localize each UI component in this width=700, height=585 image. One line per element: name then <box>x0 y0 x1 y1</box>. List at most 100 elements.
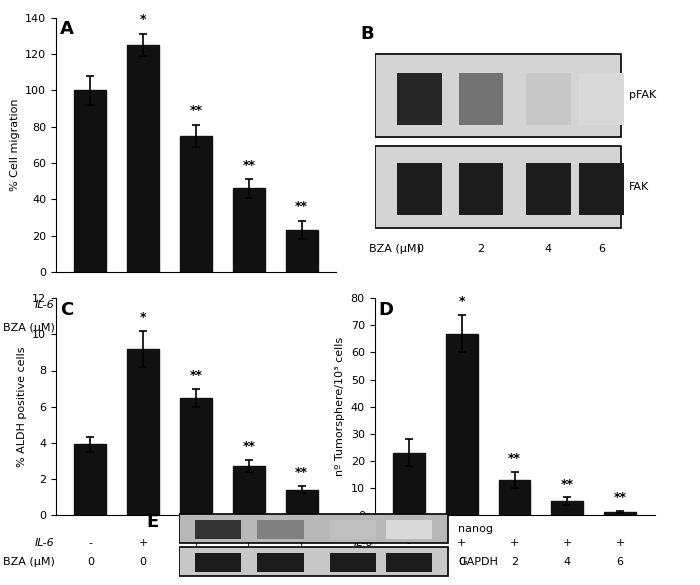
Text: *: * <box>140 13 146 26</box>
Bar <box>286 230 318 272</box>
Text: **: ** <box>242 159 256 171</box>
Text: **: ** <box>295 466 308 480</box>
Text: 0: 0 <box>140 323 147 333</box>
Text: pFAK: pFAK <box>629 91 657 101</box>
Bar <box>397 73 442 125</box>
Text: +: + <box>510 538 519 548</box>
Bar <box>579 163 624 215</box>
Bar <box>195 553 241 572</box>
Text: *: * <box>140 311 146 324</box>
Text: BZA (μM): BZA (μM) <box>369 244 421 254</box>
Text: -: - <box>88 300 92 310</box>
Bar <box>374 146 621 228</box>
Bar <box>180 398 212 515</box>
Bar <box>286 490 318 515</box>
Y-axis label: % Cell migration: % Cell migration <box>10 98 20 191</box>
Text: **: ** <box>508 452 521 465</box>
Bar <box>127 45 159 272</box>
Text: +: + <box>244 538 253 548</box>
Text: BZA (μM): BZA (μM) <box>3 323 55 333</box>
Bar <box>74 90 106 272</box>
Text: A: A <box>60 20 74 38</box>
Text: **: ** <box>614 491 626 504</box>
Bar <box>74 445 106 515</box>
Text: +: + <box>457 538 466 548</box>
Text: C: C <box>60 301 73 318</box>
Text: **: ** <box>295 201 308 214</box>
Text: -: - <box>88 538 92 548</box>
Bar <box>330 553 376 572</box>
Bar <box>397 163 442 215</box>
Text: +: + <box>244 300 253 310</box>
Text: IL-6: IL-6 <box>35 300 55 310</box>
Text: 6: 6 <box>298 558 305 567</box>
Bar <box>386 553 432 572</box>
Text: B: B <box>360 25 374 43</box>
Text: GAPDH: GAPDH <box>458 557 498 567</box>
Text: 4: 4 <box>545 244 552 254</box>
Y-axis label: nº Tumorsphere/10³ cells: nº Tumorsphere/10³ cells <box>335 337 345 476</box>
Text: nanog: nanog <box>458 524 493 534</box>
Text: IL-6: IL-6 <box>354 538 373 548</box>
Bar <box>374 54 621 137</box>
Text: 0: 0 <box>416 244 423 254</box>
Text: +: + <box>297 300 307 310</box>
Bar <box>127 349 159 515</box>
Bar <box>386 520 432 539</box>
Bar <box>498 480 531 515</box>
Bar <box>195 520 241 539</box>
Bar <box>393 453 425 515</box>
Text: 2: 2 <box>511 558 518 567</box>
Text: +: + <box>191 538 201 548</box>
Text: BZA (μM): BZA (μM) <box>321 558 373 567</box>
Bar <box>180 136 212 272</box>
Bar <box>330 520 376 539</box>
Text: **: ** <box>561 478 574 491</box>
Text: 0: 0 <box>405 558 412 567</box>
Bar <box>258 520 304 539</box>
Text: 0: 0 <box>87 558 94 567</box>
Bar <box>526 163 570 215</box>
Text: -: - <box>407 538 411 548</box>
Bar <box>178 514 448 543</box>
Text: +: + <box>191 300 201 310</box>
Text: 4: 4 <box>564 558 571 567</box>
Text: 2: 2 <box>477 244 484 254</box>
Bar <box>233 466 265 515</box>
Text: D: D <box>378 301 393 318</box>
Bar <box>579 73 624 125</box>
Text: 4: 4 <box>245 323 253 333</box>
Bar <box>458 163 503 215</box>
Text: E: E <box>146 513 159 531</box>
Bar <box>233 188 265 272</box>
Text: 0: 0 <box>140 558 147 567</box>
Text: IL-6: IL-6 <box>35 538 55 548</box>
Y-axis label: % ALDH positive cells: % ALDH positive cells <box>17 346 27 467</box>
Text: 4: 4 <box>245 558 253 567</box>
Text: +: + <box>563 538 572 548</box>
Text: 2: 2 <box>193 323 200 333</box>
Text: *: * <box>458 295 465 308</box>
Text: 2: 2 <box>193 558 200 567</box>
Text: **: ** <box>242 441 256 453</box>
Text: +: + <box>139 538 148 548</box>
Text: FAK: FAK <box>629 182 650 192</box>
Bar <box>446 333 477 515</box>
Text: BZA (μM): BZA (μM) <box>3 558 55 567</box>
Bar <box>604 512 636 515</box>
Text: 6: 6 <box>298 323 305 333</box>
Text: **: ** <box>190 104 202 117</box>
Text: +: + <box>615 538 625 548</box>
Bar <box>458 73 503 125</box>
Bar <box>258 553 304 572</box>
Bar <box>552 501 583 515</box>
Text: 0: 0 <box>458 558 466 567</box>
Text: +: + <box>297 538 307 548</box>
Text: +: + <box>139 300 148 310</box>
Text: **: ** <box>190 369 202 382</box>
Text: 6: 6 <box>617 558 624 567</box>
Text: 0: 0 <box>87 323 94 333</box>
Bar <box>526 73 570 125</box>
Text: 6: 6 <box>598 244 605 254</box>
Bar <box>178 547 448 576</box>
